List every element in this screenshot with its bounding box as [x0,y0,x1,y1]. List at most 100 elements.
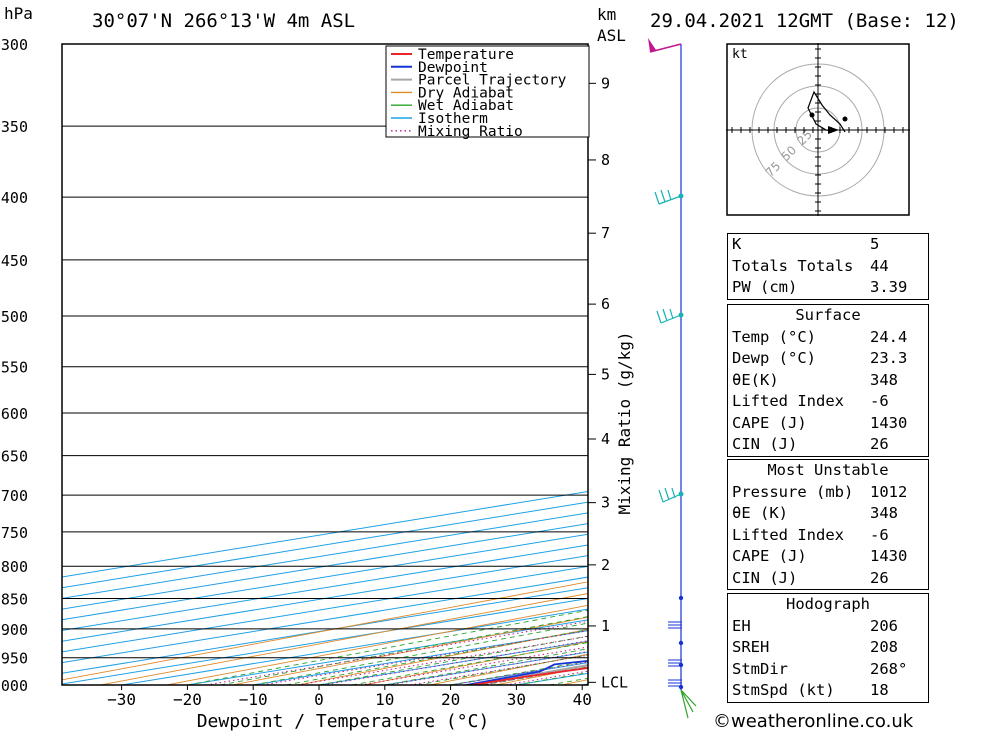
index-label: Totals Totals [732,256,854,275]
index-row: CIN (J) 26 [728,434,928,456]
x-tick-label: −10 [239,690,268,709]
section-title-most-unstable: Most Unstable [767,461,889,479]
index-row: Lifted Index -6 [728,391,928,413]
pressure-label: 700 [1,487,28,505]
isotherm-line [62,512,588,599]
hodograph-unit-label: kt [732,47,748,62]
index-label: θE(K) [732,370,779,389]
index-value: 26 [870,568,889,587]
plot-frame [61,43,589,686]
legend-entry: Dry Adiabat [418,85,514,101]
mixing-ratio-axis-label: Mixing Ratio (g/kg) [615,331,634,514]
index-row: CIN (J) 26 [728,568,928,590]
index-label: CAPE (J) [732,547,807,565]
pressure-label: 950 [1,650,28,668]
index-label: StmSpd (kt) [732,681,835,699]
dry-adiabat-line [956,44,1000,685]
wind-level-dot [678,640,684,646]
wind-level-dot [678,595,684,601]
pressure-label: 800 [1,558,28,576]
wind-barb-low [668,679,682,687]
index-value: 3.39 [870,278,908,296]
index-label: Temp (°C) [732,327,816,346]
index-value: 5 [870,235,880,253]
isotherm-line [62,501,588,589]
wind-barb-top-pennant [648,38,656,52]
index-label: StmDir [732,659,788,678]
km-tick-label: 2 [601,556,610,574]
pressure-label: 300 [1,36,28,54]
index-value: 23.3 [870,349,908,367]
pressure-label: 550 [1,359,28,377]
km-tick-label: 8 [601,151,610,169]
wind-barb-top-shaft [649,43,682,53]
pressure-label: 750 [1,524,28,542]
units-asl: ASL [597,26,626,45]
index-value: 1430 [870,413,908,432]
index-label: Lifted Index [732,525,844,544]
isotherm-line [62,555,588,642]
km-tick-label: 9 [601,74,610,92]
storm-motion-marker [828,126,839,134]
index-row: Lifted Index -6 [728,525,928,547]
section-title-hodograph: Hodograph [786,595,870,613]
x-tick-label: −30 [107,690,136,709]
wind-barb-low [668,621,682,629]
wet-adiabat-line [220,616,588,685]
index-row: CAPE (J) 1430 [728,413,928,435]
legend-entry: Isotherm [418,111,488,127]
index-value: 206 [870,616,898,635]
pressure-label: 1000 [0,677,28,695]
dry-adiabat-line [62,581,588,681]
units-hpa: hPa [4,4,33,23]
index-row-totals: Totals Totals 44 [728,256,928,278]
wind-barb-low [668,659,682,667]
index-row: CAPE (J) 1430 [728,546,928,568]
indices-hodograph-box: Hodograph EH 206 SREH 208 StmDir 268° StmSp… [727,593,929,703]
wind-level-dot [678,684,684,690]
isotherm-line [62,544,588,632]
x-tick-label: 10 [375,690,394,709]
index-row: EH 206 [728,616,928,638]
hodograph-trace [807,90,846,133]
sounding-datetime: 29.04.2021 12GMT (Base: 12) [650,10,959,32]
index-row: SREH 208 [728,637,928,659]
pressure-label: 650 [1,448,28,466]
index-row: Temp (°C) 24.4 [728,327,928,349]
index-value: -6 [870,525,889,544]
pressure-label: 850 [1,590,28,608]
index-label: θE (K) [732,504,788,522]
index-label: Dewp (°C) [732,349,816,367]
index-row: StmSpd (kt) 18 [728,680,928,702]
index-label: EH [732,616,751,635]
wind-barb [654,189,682,205]
km-tick-label: LCL [601,673,628,691]
wind-barb-dot [678,312,684,318]
wind-barb [658,487,682,503]
km-tick-label: 6 [601,295,610,313]
pressure-label: 400 [1,189,28,207]
km-tick-label: 7 [601,224,610,242]
pressure-label: 600 [1,405,28,423]
index-value: 1012 [870,482,908,501]
legend-box [385,45,590,138]
dry-adiabat-line [100,593,588,685]
index-label: K [732,235,742,253]
index-value: 18 [870,681,889,699]
pressure-label: 500 [1,308,28,326]
wind-barb-dot [678,491,684,497]
index-value: 44 [870,256,889,275]
x-tick-label: 0 [314,690,324,709]
index-label: CIN (J) [732,435,798,453]
index-value: 348 [870,504,898,522]
index-row: Pressure (mb) 1012 [728,482,928,504]
index-label: Pressure (mb) [732,482,854,501]
index-row: θE(K) 348 [728,370,928,392]
km-tick-label: 3 [601,494,610,512]
wind-barb [656,308,682,324]
credit-link[interactable]: ©weatheronline.co.uk [713,711,914,732]
